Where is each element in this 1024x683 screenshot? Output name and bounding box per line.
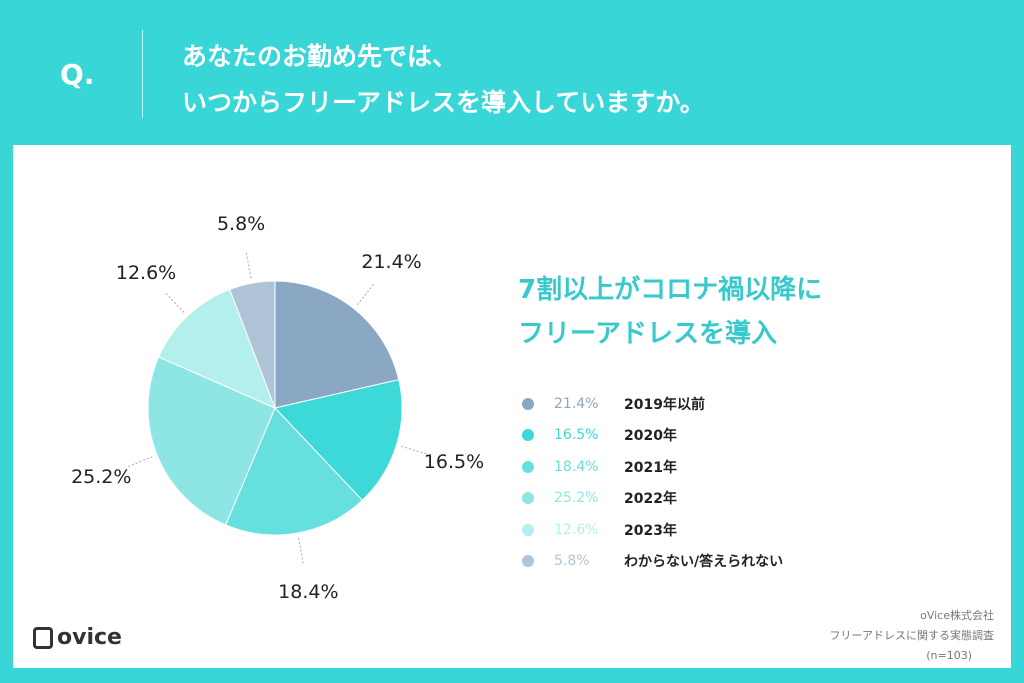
pie-slice-1 [274, 379, 403, 501]
source-survey: フリーアドレスに関する実態調査 [829, 629, 994, 642]
leader-line-4 [164, 292, 185, 313]
pie-data-label: 12.6% [115, 261, 177, 284]
legend-item: 5.8% わからない/答えられない [522, 546, 783, 578]
legend-item: 21.4% 2019年以前 [522, 388, 783, 420]
legend-category: わからない/答えられない [624, 554, 784, 571]
legend-category: 2022年 [624, 491, 677, 508]
source-note: oVice株式会社 フリーアドレスに関する実態調査 (n=103) [829, 606, 994, 666]
leader-line-3 [127, 456, 153, 468]
legend-category: 2023年 [624, 522, 677, 539]
leader-line-2 [298, 537, 304, 565]
header-divider [142, 30, 143, 118]
legend-percent: 18.4% [554, 458, 599, 475]
legend-category: 2020年 [624, 428, 677, 445]
pie-data-label: 18.4% [278, 581, 339, 603]
leader-line-5 [245, 251, 252, 279]
pie-slice-4 [158, 288, 276, 409]
legend-category: 2021年 [624, 459, 677, 476]
legend-dot [522, 492, 534, 505]
legend-item: 18.4% 2021年 [522, 451, 783, 483]
legend-dot [522, 397, 534, 410]
headline-line-1: 7割以上がコロナ禍以降に [518, 275, 823, 305]
pie-data-label: 5.8% [216, 213, 266, 236]
pie-data-label: 25.2% [71, 466, 132, 489]
legend-dot [522, 523, 534, 536]
legend-dot [522, 555, 534, 568]
question-marker: Q. [60, 58, 95, 91]
legend-dot [522, 460, 534, 473]
legend-percent: 25.2% [554, 490, 599, 507]
ovice-logo-icon [33, 626, 53, 649]
source-company: oVice株式会社 [920, 609, 994, 622]
legend-dot [522, 429, 534, 442]
page-title: あなたのお勤め先では、 いつからフリーアドレスを導入していますか。 [182, 34, 705, 126]
pie-data-label: 16.5% [423, 451, 485, 474]
source-sample: (n=103) [926, 649, 972, 662]
legend-item: 16.5% 2020年 [522, 420, 783, 452]
title-line-2: いつからフリーアドレスを導入していますか。 [182, 88, 705, 117]
ovice-logo: ovice [33, 625, 122, 650]
headline: 7割以上がコロナ禍以降に フリーアドレスを導入 [518, 268, 822, 356]
legend-percent: 21.4% [554, 395, 599, 412]
leader-line-1 [401, 445, 428, 455]
legend-category: 2019年以前 [624, 396, 705, 413]
legend-percent: 16.5% [554, 427, 599, 444]
legend-item: 25.2% 2022年 [522, 483, 783, 515]
pie-slice-5 [229, 280, 276, 409]
legend: 21.4% 2019年以前 16.5% 2020年 18.4% 2021年 25.2% 202… [522, 388, 783, 577]
pie-slice-3 [147, 356, 276, 526]
pie-slice-0 [274, 280, 400, 409]
logo-text: ovice [57, 625, 122, 650]
title-line-1: あなたのお勤め先では、 [182, 42, 458, 71]
pie-data-label: 21.4% [361, 250, 422, 273]
pie-slice-2 [224, 407, 364, 536]
legend-percent: 12.6% [554, 521, 599, 538]
legend-percent: 5.8% [554, 553, 590, 570]
legend-item: 12.6% 2023年 [522, 514, 783, 546]
headline-line-2: フリーアドレスを導入 [518, 319, 777, 349]
leader-line-0 [356, 283, 375, 306]
